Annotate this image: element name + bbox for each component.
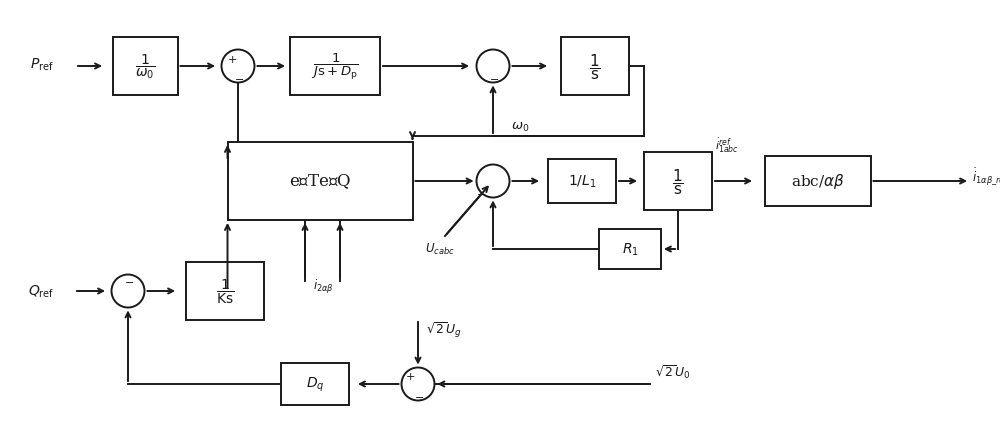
Bar xyxy=(186,262,264,320)
Bar xyxy=(228,143,413,221)
Text: $\dfrac{1}{\mathrm{s}}$: $\dfrac{1}{\mathrm{s}}$ xyxy=(589,52,601,82)
Text: $-$: $-$ xyxy=(489,73,499,83)
Text: $\dfrac{1}{\omega_0}$: $\dfrac{1}{\omega_0}$ xyxy=(135,52,155,81)
Circle shape xyxy=(112,275,144,308)
Text: $\dot{i}_{1abc}^{ref}$: $\dot{i}_{1abc}^{ref}$ xyxy=(715,136,739,155)
Bar xyxy=(765,157,870,207)
Text: $-$: $-$ xyxy=(234,73,244,83)
Text: e$\mathbf{、}$Te$\mathbf{、}$Q: e$\mathbf{、}$Te$\mathbf{、}$Q xyxy=(289,172,351,191)
Text: $\omega_0$: $\omega_0$ xyxy=(511,120,529,133)
Text: $U_{cabc}$: $U_{cabc}$ xyxy=(425,241,455,256)
Text: $\sqrt{2}U_0$: $\sqrt{2}U_0$ xyxy=(655,362,690,380)
Text: $\dfrac{1}{\mathrm{Ks}}$: $\dfrac{1}{\mathrm{Ks}}$ xyxy=(216,277,234,305)
Text: $\dfrac{1}{J\mathrm{s}+D_\mathrm{p}}$: $\dfrac{1}{J\mathrm{s}+D_\mathrm{p}}$ xyxy=(311,52,359,82)
Text: +: + xyxy=(227,55,237,65)
Text: $1/L_1$: $1/L_1$ xyxy=(568,173,596,190)
Bar xyxy=(112,38,178,96)
Text: $R_1$: $R_1$ xyxy=(622,241,638,258)
Bar xyxy=(281,363,349,405)
Text: $\dfrac{1}{\mathrm{s}}$: $\dfrac{1}{\mathrm{s}}$ xyxy=(672,167,684,196)
Text: +: + xyxy=(405,371,415,381)
Text: $-$: $-$ xyxy=(414,391,424,400)
Circle shape xyxy=(477,50,510,83)
Text: $D_q$: $D_q$ xyxy=(306,375,324,393)
Text: $\dot{i}_{1\alpha\beta\_ref}$: $\dot{i}_{1\alpha\beta\_ref}$ xyxy=(972,166,1000,187)
Text: $i_{2\alpha\beta}$: $i_{2\alpha\beta}$ xyxy=(313,277,334,295)
Text: $Q_\mathrm{ref}$: $Q_\mathrm{ref}$ xyxy=(28,283,54,299)
Text: $-$: $-$ xyxy=(476,188,486,198)
Bar xyxy=(548,160,616,204)
Bar xyxy=(290,38,380,96)
Text: $P_\mathrm{ref}$: $P_\mathrm{ref}$ xyxy=(30,57,54,73)
Bar xyxy=(561,38,629,96)
Circle shape xyxy=(222,50,254,83)
Text: $-$: $-$ xyxy=(124,275,134,285)
Text: $\sqrt{2}U_g$: $\sqrt{2}U_g$ xyxy=(426,320,461,339)
Bar xyxy=(599,230,661,269)
Circle shape xyxy=(477,165,510,198)
Circle shape xyxy=(402,368,434,400)
Bar xyxy=(644,153,712,210)
Text: abc/$\alpha\beta$: abc/$\alpha\beta$ xyxy=(791,172,845,191)
